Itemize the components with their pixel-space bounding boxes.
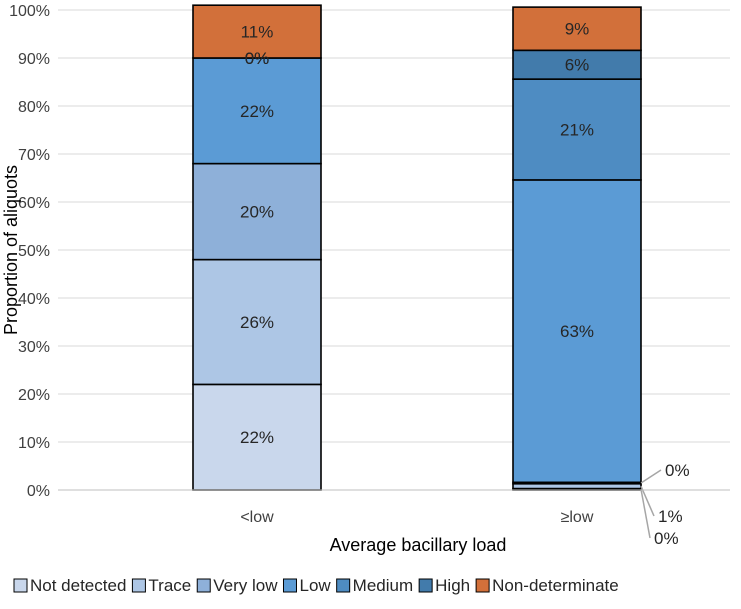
bar-segment xyxy=(512,49,642,80)
legend-label: High xyxy=(435,576,470,595)
bar-segment xyxy=(192,57,322,165)
bar-segment xyxy=(512,179,642,484)
legend-label: Low xyxy=(299,576,331,595)
legend-swatch xyxy=(13,578,28,593)
legend-swatch xyxy=(131,578,146,593)
segment-label: 9% xyxy=(565,20,590,39)
segment-label: 22% xyxy=(240,102,274,121)
y-tick-label: 40% xyxy=(18,291,50,308)
y-tick-label: 50% xyxy=(18,243,50,260)
bar-segment xyxy=(512,6,642,52)
legend-label: Non-determinate xyxy=(492,576,619,595)
legend-swatch xyxy=(418,578,433,593)
y-axis-ticks: 0% 10% 20% 30% 40% 50% 60% 70% 80% 90% 100% xyxy=(9,3,50,500)
y-axis-title: Proportion of aliquots xyxy=(1,165,21,335)
legend-swatch xyxy=(475,578,490,593)
y-tick-label: 90% xyxy=(18,51,50,68)
callout-leader-line xyxy=(640,469,662,484)
y-tick-label: 100% xyxy=(9,3,50,20)
segment-label: 26% xyxy=(240,313,274,332)
legend-swatch xyxy=(336,578,351,593)
y-tick-label: 30% xyxy=(18,339,50,356)
callouts: 0% 1% 0% xyxy=(640,461,690,548)
bars xyxy=(192,4,642,491)
legend-swatch xyxy=(282,578,297,593)
segment-label: 20% xyxy=(240,203,274,222)
segment-label: 21% xyxy=(560,121,594,140)
callout-label: 0% xyxy=(654,529,679,548)
y-tick-label: 20% xyxy=(18,387,50,404)
segment-labels: 22%26%20%22%11%63%21%6%9%0%0% xyxy=(240,20,594,447)
callout-label: 1% xyxy=(658,507,683,526)
x-tick-label: <low xyxy=(240,509,274,526)
legend-label: Very low xyxy=(213,576,278,595)
y-tick-label: 80% xyxy=(18,99,50,116)
x-tick-label: ≥low xyxy=(561,509,594,526)
segment-label: 0% xyxy=(245,49,270,68)
legend-label: Trace xyxy=(148,576,191,595)
legend-label: Medium xyxy=(353,576,413,595)
segment-label: 22% xyxy=(240,428,274,447)
bar-segment xyxy=(192,383,322,491)
segment-label: 0% xyxy=(245,49,270,68)
segment-label: 6% xyxy=(565,56,590,75)
y-tick-label: 60% xyxy=(18,195,50,212)
callout-label: 0% xyxy=(665,461,690,480)
segment-label: 11% xyxy=(241,23,274,42)
bar-segment xyxy=(512,78,642,181)
segment-label: 63% xyxy=(560,322,594,341)
callout-leader-line xyxy=(640,485,655,517)
x-axis-title: Average bacillary load xyxy=(330,535,507,555)
legend-swatch xyxy=(196,578,211,593)
y-tick-label: 70% xyxy=(18,147,50,164)
legend-label: Not detected xyxy=(30,576,126,595)
y-tick-label: 0% xyxy=(27,483,50,500)
bar-segment xyxy=(192,4,322,59)
y-tick-label: 10% xyxy=(18,435,50,452)
legend: Not detected Trace Very low Low Medium High No… xyxy=(13,576,619,595)
callout-leader-line xyxy=(640,489,651,539)
x-axis-ticks: <low ≥low xyxy=(240,509,594,526)
